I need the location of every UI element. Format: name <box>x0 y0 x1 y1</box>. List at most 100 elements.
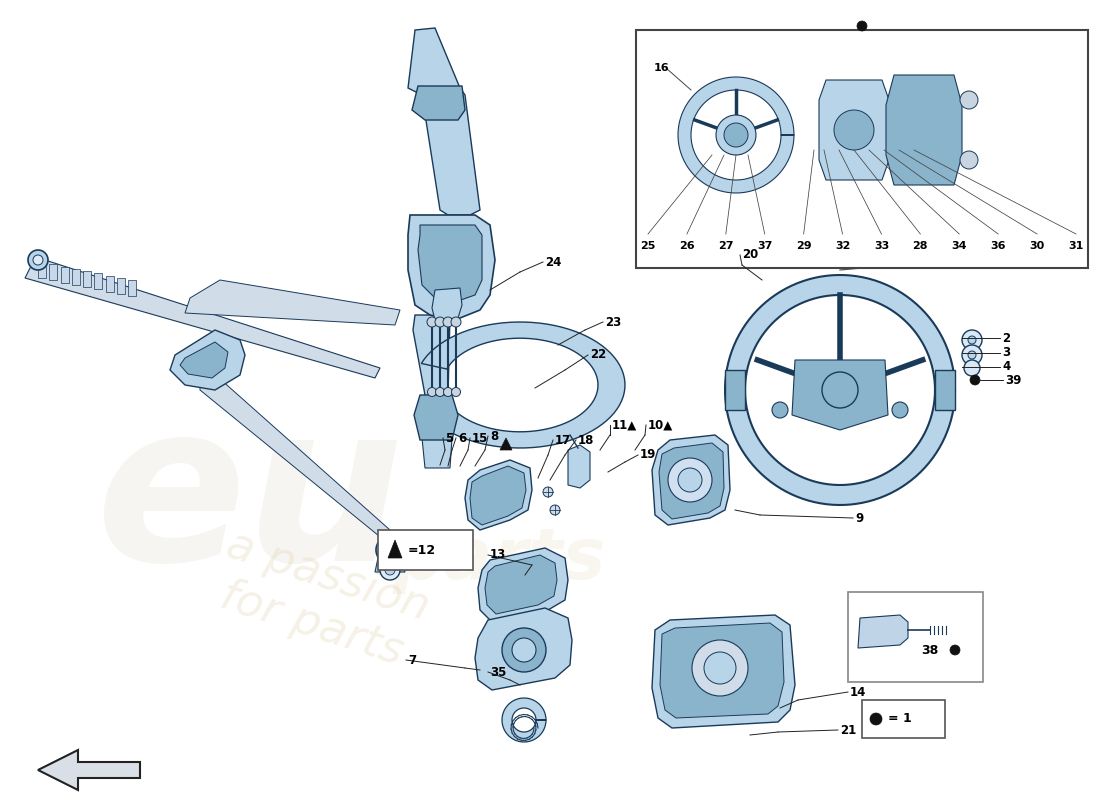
Circle shape <box>443 387 452 397</box>
Bar <box>848 592 983 682</box>
Bar <box>636 30 1088 268</box>
Text: 23: 23 <box>605 315 621 329</box>
Circle shape <box>434 317 446 327</box>
Polygon shape <box>50 264 57 280</box>
Circle shape <box>451 387 461 397</box>
Circle shape <box>382 542 398 558</box>
Text: 2: 2 <box>1002 331 1010 345</box>
Circle shape <box>968 351 976 359</box>
Text: 16: 16 <box>654 63 670 73</box>
Polygon shape <box>408 215 495 320</box>
Polygon shape <box>660 623 784 718</box>
Text: 35: 35 <box>490 666 506 678</box>
Circle shape <box>834 110 874 150</box>
Text: 21: 21 <box>840 723 856 737</box>
Text: =12: =12 <box>408 543 436 557</box>
Bar <box>378 530 473 570</box>
Polygon shape <box>678 77 794 193</box>
Circle shape <box>962 345 982 365</box>
Text: 33: 33 <box>873 241 889 251</box>
Circle shape <box>962 330 982 350</box>
Polygon shape <box>412 315 450 415</box>
Text: 18: 18 <box>578 434 594 446</box>
Circle shape <box>812 362 868 418</box>
Circle shape <box>678 468 702 492</box>
Polygon shape <box>25 260 379 378</box>
Text: 15: 15 <box>472 431 488 445</box>
Polygon shape <box>95 274 102 290</box>
Polygon shape <box>117 278 124 294</box>
Circle shape <box>724 123 748 147</box>
Polygon shape <box>375 558 405 572</box>
Text: 4: 4 <box>1002 361 1010 374</box>
Polygon shape <box>465 460 532 530</box>
Circle shape <box>772 402 788 418</box>
Polygon shape <box>60 266 68 282</box>
Circle shape <box>451 317 461 327</box>
Circle shape <box>950 645 960 655</box>
Text: = 1: = 1 <box>888 713 912 726</box>
Text: 28: 28 <box>913 241 928 251</box>
Polygon shape <box>170 330 245 390</box>
Text: 24: 24 <box>544 255 561 269</box>
Polygon shape <box>421 322 625 448</box>
Text: 34: 34 <box>952 241 967 251</box>
Polygon shape <box>408 28 480 215</box>
Circle shape <box>33 255 43 265</box>
Text: 3: 3 <box>1002 346 1010 359</box>
Polygon shape <box>418 225 482 302</box>
Text: 31: 31 <box>1068 241 1084 251</box>
Polygon shape <box>935 370 955 410</box>
Polygon shape <box>475 608 572 690</box>
Text: 17: 17 <box>556 434 571 446</box>
Text: eu: eu <box>96 393 405 607</box>
Text: 38: 38 <box>922 643 938 657</box>
Circle shape <box>964 360 980 376</box>
Circle shape <box>28 250 48 270</box>
Text: 27: 27 <box>718 241 734 251</box>
Text: 6: 6 <box>458 431 466 445</box>
Text: 36: 36 <box>990 241 1005 251</box>
Circle shape <box>543 487 553 497</box>
Text: 39: 39 <box>1005 374 1022 386</box>
Text: 9: 9 <box>855 511 864 525</box>
Polygon shape <box>82 271 91 287</box>
Text: 37: 37 <box>757 241 772 251</box>
Bar <box>862 700 945 738</box>
Circle shape <box>385 565 395 575</box>
Polygon shape <box>725 370 745 410</box>
Polygon shape <box>200 370 390 545</box>
Circle shape <box>550 505 560 515</box>
Polygon shape <box>106 275 113 291</box>
Text: 32: 32 <box>835 241 850 251</box>
Circle shape <box>822 372 858 408</box>
Polygon shape <box>478 548 568 622</box>
Text: 26: 26 <box>679 241 695 251</box>
Polygon shape <box>72 269 79 285</box>
Polygon shape <box>502 698 546 742</box>
Text: 11▲: 11▲ <box>612 418 637 431</box>
Polygon shape <box>470 466 526 525</box>
Text: 8: 8 <box>490 430 498 442</box>
Polygon shape <box>886 75 962 185</box>
Circle shape <box>970 375 980 385</box>
Polygon shape <box>180 342 228 378</box>
Polygon shape <box>820 80 889 180</box>
Circle shape <box>502 628 546 672</box>
Circle shape <box>443 317 453 327</box>
Circle shape <box>668 458 712 502</box>
Circle shape <box>960 151 978 169</box>
Text: parts: parts <box>393 526 607 594</box>
Text: 10▲: 10▲ <box>648 418 673 431</box>
Circle shape <box>428 387 437 397</box>
Polygon shape <box>388 540 401 558</box>
Circle shape <box>704 652 736 684</box>
Polygon shape <box>500 438 512 450</box>
Text: 30: 30 <box>1030 241 1045 251</box>
Circle shape <box>892 402 907 418</box>
Text: 29: 29 <box>795 241 812 251</box>
Circle shape <box>376 536 404 564</box>
Polygon shape <box>792 360 888 430</box>
Circle shape <box>857 21 867 31</box>
Polygon shape <box>39 262 46 278</box>
